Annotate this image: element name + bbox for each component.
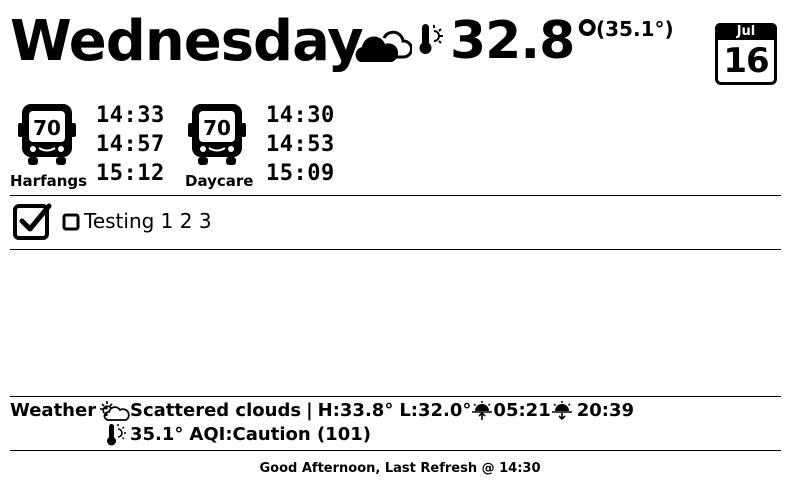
bus-departure-times: 14:33 14:57 15:12 bbox=[96, 101, 165, 188]
bus-icon: 70 bbox=[186, 103, 248, 167]
current-temperature: 32.8° bbox=[450, 11, 600, 71]
bus-route-number: 70 bbox=[33, 116, 61, 140]
divider bbox=[10, 396, 781, 397]
weather-condition: Scattered clouds bbox=[130, 400, 302, 421]
bus-time: 14:33 bbox=[96, 103, 165, 128]
divider bbox=[10, 249, 781, 250]
bus-time: 14:30 bbox=[266, 103, 335, 128]
weather-detail-line: 35.1° AQI:Caution (101) bbox=[106, 423, 371, 447]
weather-low: L:32.0° bbox=[399, 400, 472, 421]
calendar-month: Jul bbox=[715, 23, 777, 40]
bus-time: 15:12 bbox=[96, 161, 165, 186]
cloud-sun-icon bbox=[100, 401, 130, 421]
thermometer-sun-icon bbox=[107, 424, 126, 446]
separator: | bbox=[306, 400, 313, 421]
bus-time: 14:53 bbox=[266, 132, 335, 157]
weather-high: H:33.8° bbox=[317, 400, 394, 421]
bus-departure-times: 14:30 14:53 15:09 bbox=[266, 101, 335, 188]
feels-like-value: 35.1° bbox=[130, 424, 184, 445]
bus-time: 14:57 bbox=[96, 132, 165, 157]
weather-summary-line: Scattered clouds | H:33.8° L:32.0° 05:21… bbox=[98, 399, 634, 423]
calendar-day: 16 bbox=[723, 41, 769, 81]
checklist-icon bbox=[13, 203, 52, 240]
bus-time: 15:09 bbox=[266, 161, 335, 186]
footer-status: Good Afternoon, Last Refresh @ 14:30 bbox=[259, 461, 541, 476]
sunrise-time: 05:21 bbox=[493, 400, 551, 421]
day-of-week: Wednesday bbox=[10, 9, 364, 74]
sunset-icon bbox=[551, 401, 572, 421]
feels-like-temperature: (35.1°) bbox=[596, 17, 674, 41]
sunset-time: 20:39 bbox=[576, 400, 635, 421]
divider bbox=[10, 195, 781, 196]
bus-icon: 70 bbox=[16, 103, 78, 167]
sunrise-icon bbox=[472, 401, 493, 420]
bus-stop-name: Harfangs bbox=[10, 172, 88, 190]
divider bbox=[10, 450, 781, 451]
aqi-status: AQI:Caution (101) bbox=[189, 424, 371, 445]
bus-stop-name: Daycare bbox=[185, 172, 254, 190]
calendar-icon: Jul 16 bbox=[715, 23, 777, 85]
thermometer-sun-icon bbox=[419, 24, 443, 54]
todo-checkbox[interactable] bbox=[62, 213, 80, 231]
todo-item-text: Testing 1 2 3 bbox=[84, 209, 212, 233]
bus-route-number: 70 bbox=[203, 116, 231, 140]
cloud-icon bbox=[355, 30, 412, 62]
weather-label: Weather : bbox=[10, 400, 110, 421]
